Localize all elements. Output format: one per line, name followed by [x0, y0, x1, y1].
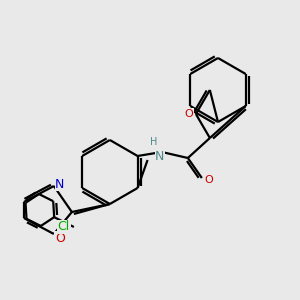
Text: H: H	[150, 137, 158, 147]
Text: O: O	[205, 175, 213, 185]
Text: N: N	[55, 178, 64, 190]
Text: Cl: Cl	[58, 220, 70, 233]
Text: O: O	[55, 232, 65, 244]
Text: O: O	[184, 109, 193, 119]
Text: N: N	[155, 149, 164, 163]
